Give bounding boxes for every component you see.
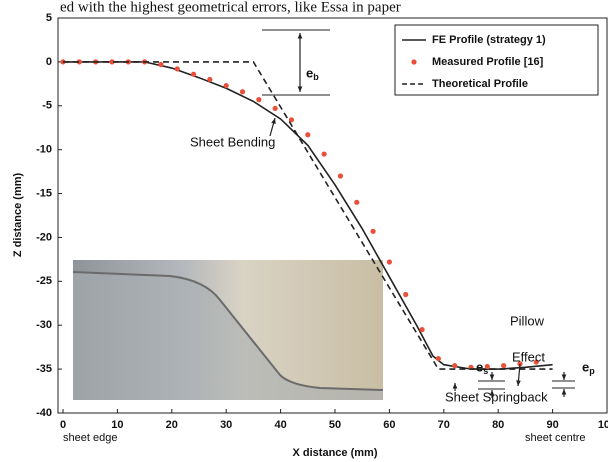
legend-label: Measured Profile [16] [432, 56, 544, 68]
annotation: eb [306, 65, 319, 82]
data-point [403, 292, 408, 297]
arrow-head [562, 389, 567, 395]
arrow-head [562, 374, 567, 380]
x-tick-label: 50 [329, 419, 341, 431]
data-point [354, 200, 359, 205]
annotation-sub: b [313, 72, 319, 82]
y-tick-label: -10 [36, 144, 52, 156]
data-point [191, 72, 196, 77]
data-point [452, 363, 457, 368]
x-tick-label: 30 [220, 419, 232, 431]
x-tick-label: 10 [111, 419, 123, 431]
annotation: es [476, 359, 488, 376]
x-tick-label: 0 [60, 419, 66, 431]
y-tick-label: 0 [46, 56, 52, 68]
x-tick-label: 100 [598, 419, 608, 431]
x-tick-label: 90 [546, 419, 558, 431]
x-end-label: sheet edge [63, 432, 117, 444]
annotation: Effect [512, 349, 545, 364]
arrow-head [298, 86, 303, 92]
data-point [338, 173, 343, 178]
x-tick-label: 20 [166, 419, 178, 431]
annotation-sub: p [589, 366, 595, 376]
arrow-head [490, 374, 495, 380]
arrow-head [298, 33, 303, 39]
arrow-head [271, 118, 276, 124]
data-point [207, 77, 212, 82]
x-tick-label: 60 [383, 419, 395, 431]
y-tick-label: -15 [36, 187, 52, 199]
figure: ed with the highest geometrical errors, … [0, 0, 608, 462]
data-point [419, 327, 424, 332]
legend-label: FE Profile (strategy 1) [432, 34, 546, 46]
arrow-head [453, 383, 458, 389]
x-axis-label: X distance (mm) [293, 447, 378, 459]
data-point [256, 97, 261, 102]
data-point [387, 259, 392, 264]
y-tick-label: -30 [36, 319, 52, 331]
y-tick-label: -5 [42, 100, 52, 112]
y-tick-label: -25 [36, 275, 52, 287]
y-tick-label: -20 [36, 231, 52, 243]
annotation: Sheet Bending [190, 134, 275, 149]
x-tick-label: 70 [438, 419, 450, 431]
y-tick-label: -35 [36, 363, 52, 375]
legend-swatch [411, 59, 416, 64]
data-point [436, 356, 441, 361]
data-point [175, 66, 180, 71]
caption: ed with the highest geometrical errors, … [60, 0, 401, 15]
annotation: Pillow [510, 313, 545, 328]
data-point [158, 62, 163, 67]
annotation: ep [582, 359, 595, 376]
legend-label: Theoretical Profile [432, 78, 528, 90]
data-point [305, 132, 310, 137]
x-tick-label: 40 [274, 419, 286, 431]
x-end-label: sheet centre [525, 432, 586, 444]
y-tick-label: -40 [36, 407, 52, 419]
annotation: Sheet Springback [445, 389, 548, 404]
y-axis-label: Z distance (mm) [12, 172, 24, 257]
inset-photo [73, 260, 383, 400]
data-point [501, 363, 506, 368]
data-point [273, 106, 278, 111]
x-tick-label: 80 [492, 419, 504, 431]
y-tick-label: 5 [46, 12, 52, 24]
annotation-sub: s [483, 366, 488, 376]
data-point [240, 89, 245, 94]
data-point [322, 151, 327, 156]
data-point [370, 229, 375, 234]
data-point [224, 83, 229, 88]
